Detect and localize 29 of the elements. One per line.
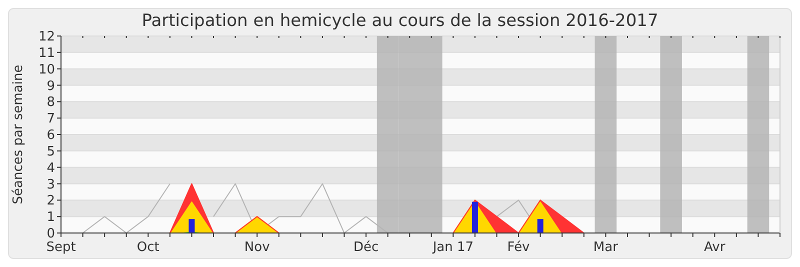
x-tick-label: Sept — [46, 240, 76, 255]
bar — [188, 219, 195, 233]
bar — [594, 36, 617, 233]
x-tick-label: Avr — [704, 240, 726, 255]
y-tick-label: 11 — [38, 46, 55, 61]
y-tick-label: 10 — [38, 62, 55, 78]
y-tick-label: 3 — [46, 177, 55, 192]
y-tick-label: 2 — [46, 194, 55, 209]
bar — [537, 219, 544, 233]
x-tick-label: Oct — [136, 240, 160, 255]
bar — [472, 202, 478, 233]
x-tick-label: Nov — [244, 240, 270, 255]
chart-title: Participation en hemicycle au cours de la session 2016-2017 — [142, 11, 658, 31]
y-tick-label: 12 — [38, 30, 55, 45]
y-tick-label: 8 — [46, 95, 55, 110]
y-tick-label: 4 — [46, 160, 55, 176]
y-tick-label: 5 — [46, 144, 55, 160]
bar — [660, 36, 682, 233]
y-tick-label: 9 — [46, 78, 55, 94]
y-tick-label: 1 — [46, 210, 55, 226]
y-axis-title: Séances par semaine — [11, 64, 26, 204]
y-tick-label: 0 — [46, 226, 55, 242]
y-tick-label: 7 — [46, 112, 55, 127]
x-tick-label: Mar — [593, 240, 619, 255]
x-tick-label: Fév — [507, 240, 530, 255]
bar — [747, 36, 770, 233]
y-tick-label: 6 — [46, 128, 55, 144]
x-tick-label: Déc — [353, 240, 379, 255]
x-tick-label: Jan 17 — [432, 240, 474, 255]
